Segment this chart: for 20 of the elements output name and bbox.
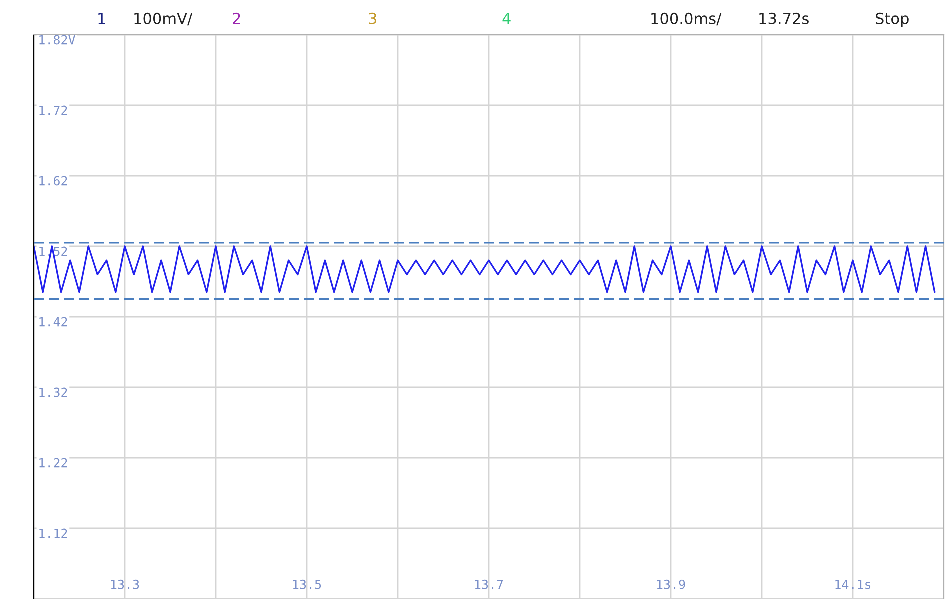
y-tick-label: 1.42: [40, 317, 68, 327]
y-tick-label: 1.32: [40, 388, 68, 398]
text: 13.72s: [760, 12, 809, 24]
x-tick-label: 13.3: [111, 580, 140, 590]
text: 4: [502, 13, 511, 24]
text: 3: [369, 12, 376, 24]
y-tick-label: 1.12: [40, 528, 68, 538]
y-tick-label: 1.62: [40, 176, 68, 186]
y-tick-label: 1.82V: [40, 35, 76, 45]
x-tick-label: 13.7: [475, 580, 504, 590]
text: 100mV/: [134, 12, 193, 26]
text: 2: [233, 12, 240, 24]
text: Stop: [876, 12, 909, 28]
text: 1: [98, 13, 106, 24]
y-tick-label: 1.22: [40, 458, 68, 468]
text: 100.0ms/: [652, 12, 722, 26]
y-tick-label: 1.72: [40, 106, 68, 116]
x-tick-label: 13.9: [657, 580, 686, 590]
x-tick-label: 13.5: [293, 580, 322, 590]
x-tick-label: 14.1s: [836, 580, 871, 590]
